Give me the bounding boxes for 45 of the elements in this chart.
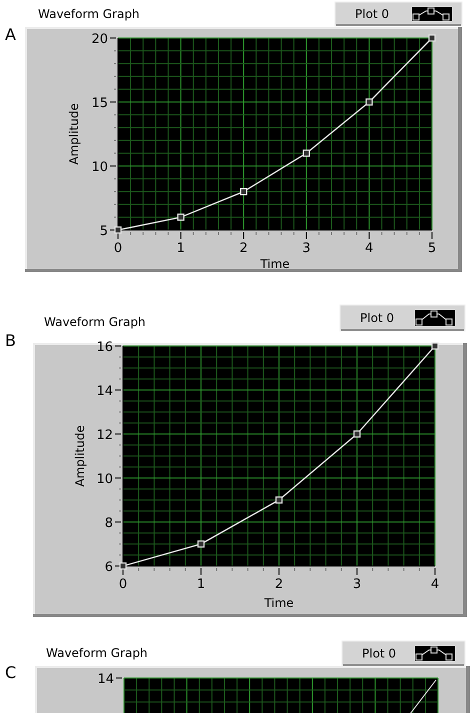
y-tick-label: 12: [96, 428, 113, 443]
y-tick-label: 20: [91, 32, 108, 47]
x-tick-label: 3: [352, 577, 362, 592]
y-tick-label: 14: [96, 384, 113, 399]
y-tick-label: 16: [96, 340, 113, 355]
x-tick-label: 0: [118, 577, 128, 592]
point: [114, 226, 122, 234]
point: [366, 98, 373, 106]
y-axis-title: Amplitude: [73, 425, 87, 487]
point: [119, 562, 127, 570]
x-tick-label: 4: [365, 241, 374, 256]
text: B: [5, 331, 16, 350]
x-tick-label: 2: [274, 577, 284, 592]
text: Waveform Graph: [46, 646, 148, 660]
legend-label: Plot 0: [355, 7, 390, 21]
x-tick-label: 5: [428, 241, 436, 256]
chart-title: Waveform Graph: [44, 315, 146, 329]
text: C: [5, 663, 16, 682]
x-axis-title: Time: [263, 596, 294, 610]
x-tick-label: 0: [114, 241, 122, 256]
point: [177, 214, 184, 221]
x-tick-label: 1: [176, 241, 185, 256]
x-tick-label: 1: [196, 577, 206, 592]
text: Plot 0: [362, 646, 396, 660]
point: [353, 430, 361, 438]
x-axis-title: Time: [259, 257, 290, 271]
text: A: [5, 25, 16, 44]
y-tick-label: 6: [104, 560, 113, 575]
point: [275, 496, 283, 504]
point: [240, 188, 248, 196]
legend-label: Plot 0: [360, 311, 394, 325]
chart-title: Waveform Graph: [38, 7, 140, 21]
y-tick-label: 10: [91, 160, 108, 175]
y-tick-label: 15: [91, 96, 108, 111]
x-tick-label: 2: [239, 241, 248, 256]
point: [431, 342, 439, 350]
y-tick-label: 5: [100, 224, 108, 239]
point: [302, 150, 310, 157]
point: [428, 34, 436, 42]
y-axis-title: Amplitude: [67, 103, 81, 165]
y-tick-label: 8: [104, 516, 113, 531]
x-tick-label: 4: [430, 577, 440, 592]
point: [197, 540, 205, 548]
x-tick-label: 3: [302, 241, 311, 256]
y-tick-label: 10: [96, 472, 113, 487]
